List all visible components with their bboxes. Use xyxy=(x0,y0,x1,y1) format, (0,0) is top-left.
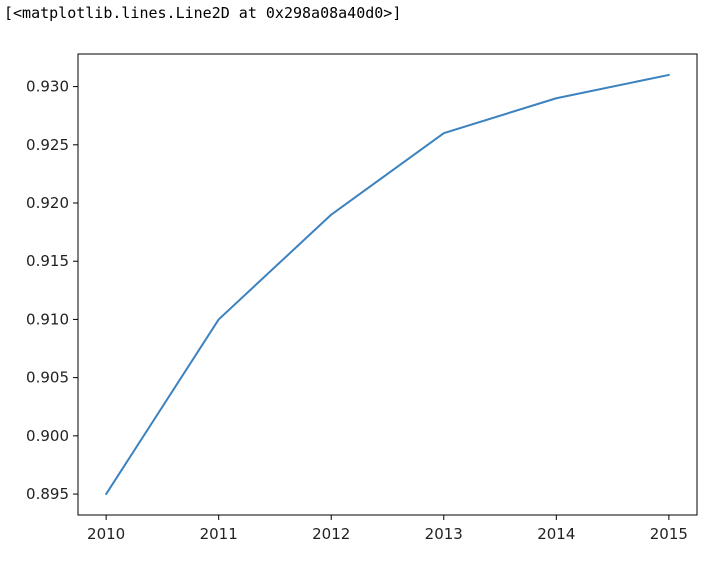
x-axis-ticks: 2010 2011 2012 2013 2014 2015 xyxy=(87,515,688,543)
cell-output-text: [<matplotlib.lines.Line2D at 0x298a08a40… xyxy=(4,4,402,22)
y-tick-label: 0.930 xyxy=(26,78,69,96)
y-axis-ticks: 0.895 0.900 0.905 0.910 0.915 0.920 0.925 0.930 xyxy=(26,78,78,503)
x-tick-label: 2014 xyxy=(537,525,575,543)
x-tick-label: 2012 xyxy=(312,525,350,543)
x-tick-label: 2010 xyxy=(87,525,125,543)
x-tick-label: 2013 xyxy=(425,525,463,543)
y-tick-label: 0.910 xyxy=(26,310,69,328)
y-tick-label: 0.905 xyxy=(26,369,69,387)
y-tick-label: 0.900 xyxy=(26,427,69,445)
axes-frame xyxy=(77,53,698,516)
y-tick-label: 0.925 xyxy=(26,136,69,154)
series-line xyxy=(105,73,670,496)
y-tick-label: 0.920 xyxy=(26,194,69,212)
y-tick-label: 0.895 xyxy=(26,485,69,503)
y-tick-label: 0.915 xyxy=(26,252,69,270)
x-tick-label: 2011 xyxy=(200,525,238,543)
x-tick-label: 2015 xyxy=(650,525,688,543)
